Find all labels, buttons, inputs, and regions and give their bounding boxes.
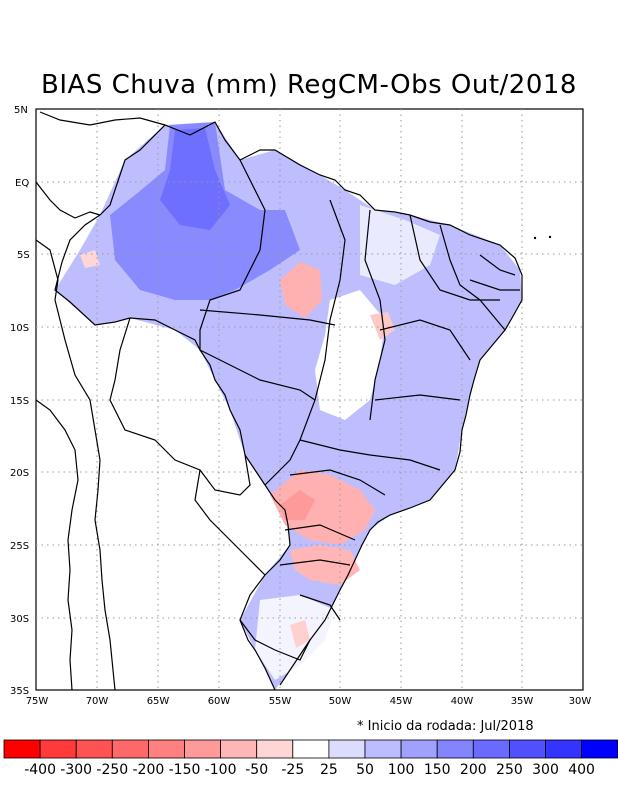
state-border-3 — [264, 199, 346, 486]
legend-label: -25 — [281, 762, 304, 778]
caribbean-coast — [39, 111, 166, 126]
legend-label: 400 — [568, 762, 595, 778]
legend-swatch — [400, 739, 438, 759]
bias-area-negative-6 — [80, 250, 100, 268]
bias-area-amazon-core — [160, 128, 230, 230]
map-area: 5N EQ 5S 10S 15S 20S 25S 30S 35S 75W 70W… — [10, 105, 592, 707]
state-border-2 — [199, 309, 336, 326]
lat-label-eq: EQ — [15, 178, 29, 189]
legend-swatch — [147, 739, 185, 759]
state-border-13 — [299, 594, 341, 621]
lon-labels: 75W 70W 65W 60W 55W 50W 45W 40W 35W 30W — [26, 696, 592, 707]
legend-swatch — [220, 739, 258, 759]
lat-labels: 5N EQ 5S 10S 15S 20S 25S 30S 35S — [10, 105, 30, 697]
bias-area-neutral-2 — [360, 205, 440, 285]
bias-area-negative-2 — [270, 470, 375, 545]
legend-swatch — [256, 739, 294, 759]
lon-label-60w: 60W — [208, 696, 231, 707]
state-border-8 — [374, 394, 461, 401]
legend-label: -400 — [24, 762, 56, 778]
legend-label: -200 — [133, 762, 165, 778]
state-border-14 — [199, 349, 316, 401]
legend-swatch — [75, 739, 113, 759]
legend-label: -50 — [245, 762, 268, 778]
legend-swatch — [508, 739, 546, 759]
color-legend: -400 -300 -250 -200 -150 -100 -50 -25 25 50 100 150… — [3, 739, 618, 778]
legend-swatch — [545, 739, 582, 759]
lon-label-70w: 70W — [86, 696, 109, 707]
legend-label: -150 — [169, 762, 201, 778]
argentina-uruguay — [239, 619, 311, 661]
lon-label-45w: 45W — [390, 696, 413, 707]
grid-lines — [36, 109, 583, 690]
map-title: BIAS Chuva (mm) RegCM-Obs Out/2018 — [41, 70, 577, 100]
state-border-4 — [364, 209, 386, 421]
northern-coast — [36, 181, 101, 219]
legend-swatch — [436, 739, 474, 759]
legend-swatch — [581, 739, 618, 759]
lon-label-40w: 40W — [451, 696, 474, 707]
brazil-west-border — [54, 214, 291, 690]
legend-label: 300 — [532, 762, 559, 778]
pacific-coast — [36, 399, 79, 690]
andes-border — [36, 239, 116, 690]
lon-label-75w: 75W — [26, 696, 49, 707]
state-border-12 — [279, 559, 351, 566]
lon-label-30w: 30W — [569, 696, 592, 707]
bias-field — [55, 122, 522, 690]
legend-label: 100 — [388, 762, 415, 778]
legend-swatch — [3, 739, 41, 759]
legend-label: -300 — [60, 762, 92, 778]
bias-area-negative-7 — [290, 620, 310, 648]
brazil-outline — [99, 121, 523, 686]
bias-area-negative-1 — [280, 262, 322, 318]
state-border-7 — [379, 319, 471, 361]
lat-label-25s: 25S — [10, 541, 29, 552]
run-start-note: * Inicio da rodada: Jul/2018 — [357, 719, 534, 734]
legend-swatch — [39, 739, 77, 759]
legend-label: 50 — [356, 762, 374, 778]
bias-area-negative-5 — [370, 312, 395, 340]
borders — [36, 111, 523, 690]
bolivia-border — [109, 317, 251, 496]
lon-label-55w: 55W — [269, 696, 292, 707]
lat-label-15s: 15S — [10, 396, 29, 407]
legend-swatch — [292, 739, 330, 759]
legend-label: -250 — [96, 762, 128, 778]
state-border-16 — [469, 279, 520, 291]
legend-swatch — [364, 739, 402, 759]
lon-label-65w: 65W — [147, 696, 170, 707]
islands — [533, 235, 552, 240]
state-border-15 — [479, 254, 516, 276]
lat-label-20s: 20S — [10, 468, 29, 479]
bias-area-negative-4 — [290, 545, 360, 585]
legend-label: 150 — [424, 762, 451, 778]
legend-label: 25 — [320, 762, 338, 778]
state-border-6 — [439, 224, 506, 331]
bias-area-neutral-1 — [315, 290, 385, 420]
paraguay-border — [194, 469, 266, 576]
legend-swatch — [472, 739, 510, 759]
legend-label: 250 — [496, 762, 523, 778]
lat-label-30s: 30S — [10, 614, 29, 625]
state-border-1 — [199, 159, 266, 350]
state-border-11 — [284, 524, 356, 541]
lon-label-50w: 50W — [329, 696, 352, 707]
lat-label-5n: 5N — [14, 105, 28, 116]
legend-swatch — [111, 739, 149, 759]
legend-label: 200 — [460, 762, 487, 778]
legend-label: -100 — [205, 762, 237, 778]
lat-label-10s: 10S — [10, 323, 29, 334]
lat-label-5s: 5S — [17, 250, 30, 261]
state-border-10 — [289, 469, 386, 496]
lat-label-35s: 35S — [10, 686, 29, 697]
lon-label-35w: 35W — [511, 696, 534, 707]
bias-area-negative-3 — [280, 490, 315, 520]
legend-swatch — [328, 739, 366, 759]
state-border-9 — [299, 439, 441, 471]
legend-swatch — [184, 739, 221, 759]
